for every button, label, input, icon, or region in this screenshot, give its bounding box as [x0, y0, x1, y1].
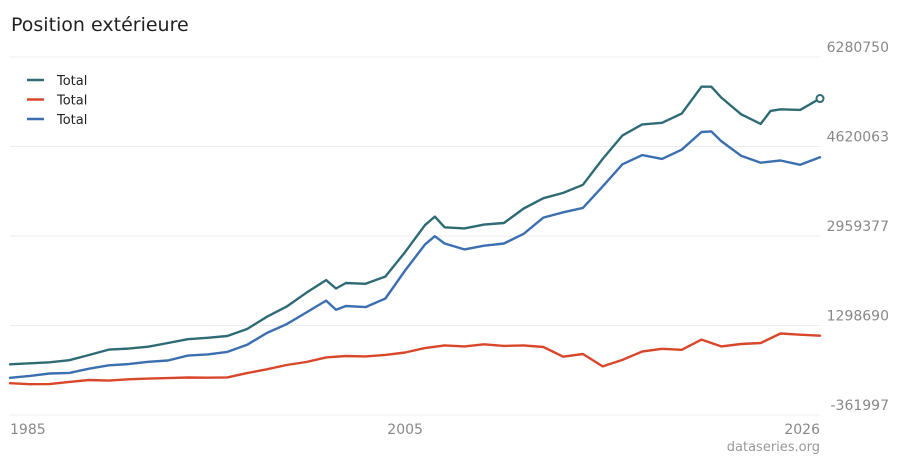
x-tick-label: 2026 [784, 422, 820, 438]
x-axis-ticks: 1985 2005 2026 [10, 422, 820, 438]
y-axis-ticks: 6280750 4620063 2959377 1298690 -361997 [827, 40, 889, 414]
series-line-1 [8, 85, 822, 366]
y-tick-label: 6280750 [827, 40, 889, 56]
legend-label: Total [56, 113, 87, 128]
y-tick-label: 1298690 [827, 309, 889, 325]
series-lines [8, 85, 825, 386]
x-tick-label: 2005 [387, 422, 423, 438]
series-line-2 [8, 332, 822, 386]
series-end-marker [815, 94, 825, 104]
legend-label: Total [56, 74, 87, 89]
x-tick-label: 1985 [10, 422, 46, 438]
series-line-3 [8, 130, 822, 379]
y-tick-label: -361997 [831, 398, 890, 414]
legend: Total Total Total [27, 74, 87, 128]
legend-label: Total [56, 94, 87, 109]
grid [10, 56, 820, 416]
y-tick-label: 2959377 [827, 219, 889, 235]
chart-title: Position extérieure [11, 14, 189, 36]
y-tick-label: 4620063 [827, 130, 889, 146]
source-credit: dataseries.org [726, 440, 820, 455]
